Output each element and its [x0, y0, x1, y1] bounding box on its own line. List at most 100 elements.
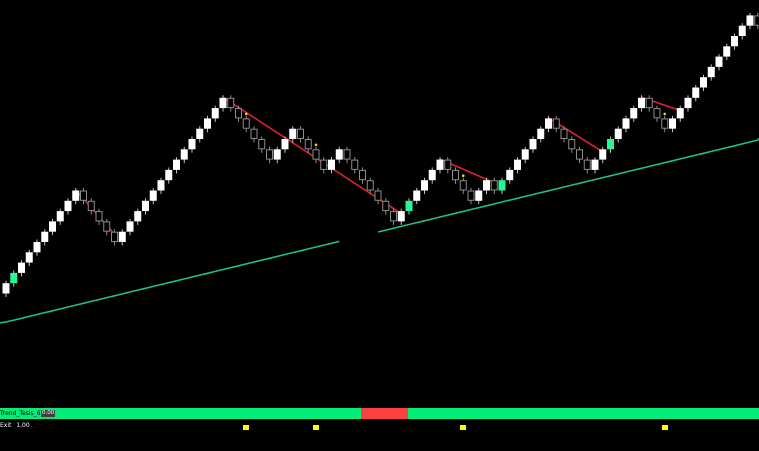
renko-brick-down	[583, 159, 591, 170]
exit-marker	[460, 425, 467, 430]
renko-brick-down	[80, 190, 87, 201]
trend-indicator-value: 0.00	[41, 410, 56, 417]
renko-brick-down	[459, 180, 467, 191]
renko-brick-up	[41, 231, 49, 242]
entry-dot	[663, 112, 667, 116]
moving-average-line	[377, 137, 759, 233]
renko-brick-up	[180, 149, 188, 160]
renko-brick-down	[95, 211, 103, 222]
renko-brick-up	[25, 252, 33, 263]
renko-brick-up	[421, 180, 428, 191]
signal-brick	[607, 139, 614, 150]
renko-brick-up	[483, 180, 490, 191]
renko-brick-down	[359, 169, 366, 181]
renko-brick-down	[343, 149, 351, 160]
renko-brick-down	[250, 128, 258, 139]
exit-label-value: 1,00	[16, 422, 30, 429]
renko-brick-up	[49, 221, 56, 232]
renko-brick-down	[227, 97, 235, 109]
resistance-line	[222, 96, 402, 215]
renko-brick-up	[165, 169, 173, 181]
exit-marker	[243, 425, 250, 430]
renko-brick-up	[33, 242, 41, 253]
renko-brick-up	[173, 159, 180, 170]
renko-brick-up	[614, 128, 622, 139]
renko-brick-up	[622, 118, 630, 129]
renko-brick-down	[390, 211, 397, 222]
renko-brick-down	[382, 200, 390, 212]
renko-brick-up	[2, 283, 10, 294]
renko-chart[interactable]	[0, 0, 759, 405]
renko-brick-up	[188, 139, 196, 150]
renko-brick-up	[281, 139, 289, 150]
renko-brick-up	[723, 46, 731, 57]
renko-brick-down	[560, 128, 568, 139]
renko-brick-down	[576, 149, 583, 160]
renko-brick-down	[653, 108, 661, 119]
renko-brick-down	[320, 159, 328, 170]
renko-brick-up	[692, 87, 700, 98]
renko-brick-down	[111, 231, 118, 242]
renko-brick-up	[731, 36, 738, 47]
renko-brick-up	[118, 231, 126, 242]
entry-dots-layer	[244, 112, 667, 177]
renko-brick-up	[219, 97, 227, 109]
trend-strip-segment-negative	[361, 408, 409, 419]
renko-brick-up	[397, 211, 405, 222]
renko-brick-down	[242, 118, 250, 129]
renko-brick-up	[204, 118, 211, 129]
renko-brick-down	[568, 139, 576, 150]
renko-brick-up	[506, 169, 514, 181]
renko-brick-up	[545, 118, 552, 129]
exit-marker	[313, 425, 319, 430]
renko-brick-up	[72, 190, 80, 201]
renko-brick-up	[638, 97, 645, 109]
renko-brick-up	[428, 169, 436, 181]
renko-brick-down	[444, 159, 452, 170]
entry-dot	[314, 143, 318, 147]
trend-indicator-label: Trend_Tesis_6	[0, 410, 41, 417]
renko-bricks-layer	[2, 12, 759, 297]
signal-brick	[405, 200, 413, 212]
renko-brick-up	[142, 200, 149, 212]
renko-brick-up	[149, 190, 157, 201]
renko-brick-up	[289, 128, 297, 139]
renko-brick-up	[56, 211, 64, 222]
renko-brick-up	[18, 262, 25, 273]
renko-brick-up	[134, 211, 142, 222]
trend-strip-segment-positive	[408, 408, 759, 419]
moving-average-layer	[0, 137, 759, 324]
exit-label-text: Exit	[0, 422, 12, 429]
renko-brick-down	[266, 149, 273, 160]
renko-brick-up	[211, 108, 219, 119]
renko-brick-up	[630, 108, 638, 119]
renko-brick-up	[273, 149, 281, 160]
renko-brick-down	[87, 200, 95, 212]
renko-brick-up	[328, 159, 335, 170]
trend-strip-segment-positive	[0, 408, 362, 419]
renko-brick-down	[304, 139, 312, 150]
exit-indicator-label: Exit 1,00	[0, 421, 30, 430]
renko-brick-up	[676, 108, 684, 119]
renko-brick-up	[669, 118, 676, 129]
renko-brick-up	[529, 139, 537, 150]
renko-brick-up	[746, 15, 754, 26]
renko-brick-up	[715, 56, 723, 67]
renko-brick-up	[738, 25, 746, 37]
renko-brick-down	[351, 159, 359, 170]
renko-brick-down	[258, 139, 266, 150]
renko-brick-down	[645, 97, 653, 109]
exit-marker	[661, 425, 668, 430]
entry-dot	[244, 112, 248, 116]
entry-dot	[461, 174, 465, 177]
moving-average-line	[0, 240, 340, 324]
renko-brick-down	[452, 169, 459, 181]
renko-brick-up	[514, 159, 521, 170]
renko-brick-up	[126, 221, 134, 232]
exit-markers-row	[0, 423, 759, 431]
renko-brick-down	[312, 149, 320, 160]
renko-brick-up	[413, 190, 421, 201]
renko-brick-down	[103, 221, 111, 232]
renko-brick-up	[475, 190, 483, 201]
renko-brick-down	[366, 180, 374, 191]
